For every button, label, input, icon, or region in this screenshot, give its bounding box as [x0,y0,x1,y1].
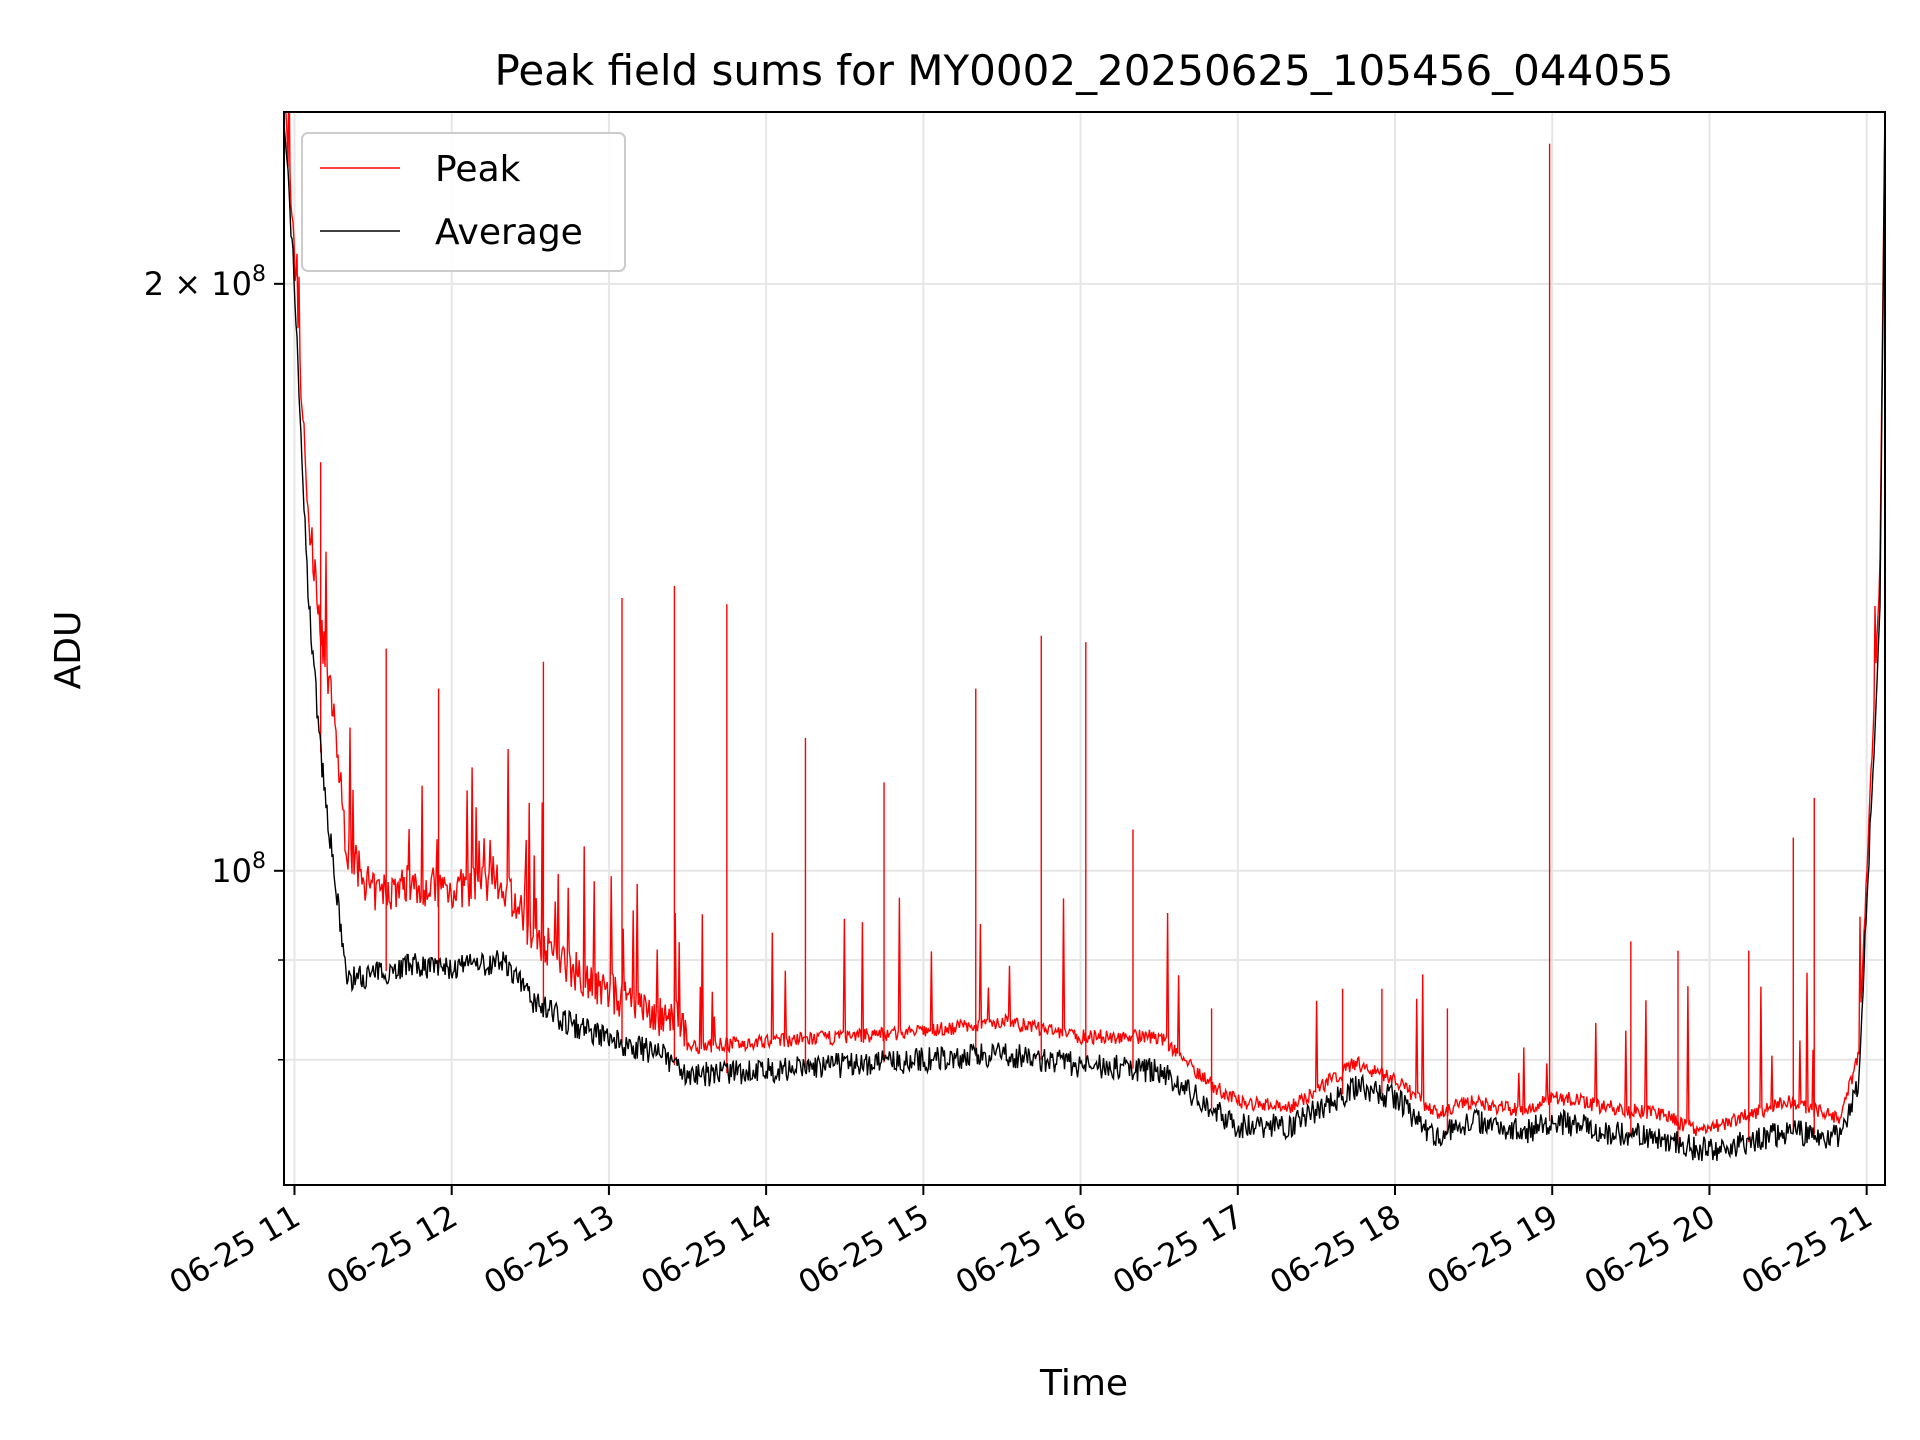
y-tick-label: 2 × 108 [144,262,266,303]
y-axis-label: ADU [48,611,89,690]
chart-title: Peak field sums for MY0002_20250625_1054… [494,46,1673,95]
grid [284,112,1885,1185]
y-axis: 108 2 × 108 [144,262,284,1061]
x-axis-label: Time [1039,1363,1128,1404]
series-peak-line [285,112,1885,1136]
y-tick-label: 108 [211,849,266,890]
series-lines [284,112,1885,1162]
plot-frame [283,111,1886,1186]
legend-average-label: Average [435,212,583,253]
legend-peak-label: Peak [435,149,521,190]
series-average-line [284,112,1885,1162]
legend: Peak Average [301,132,626,272]
